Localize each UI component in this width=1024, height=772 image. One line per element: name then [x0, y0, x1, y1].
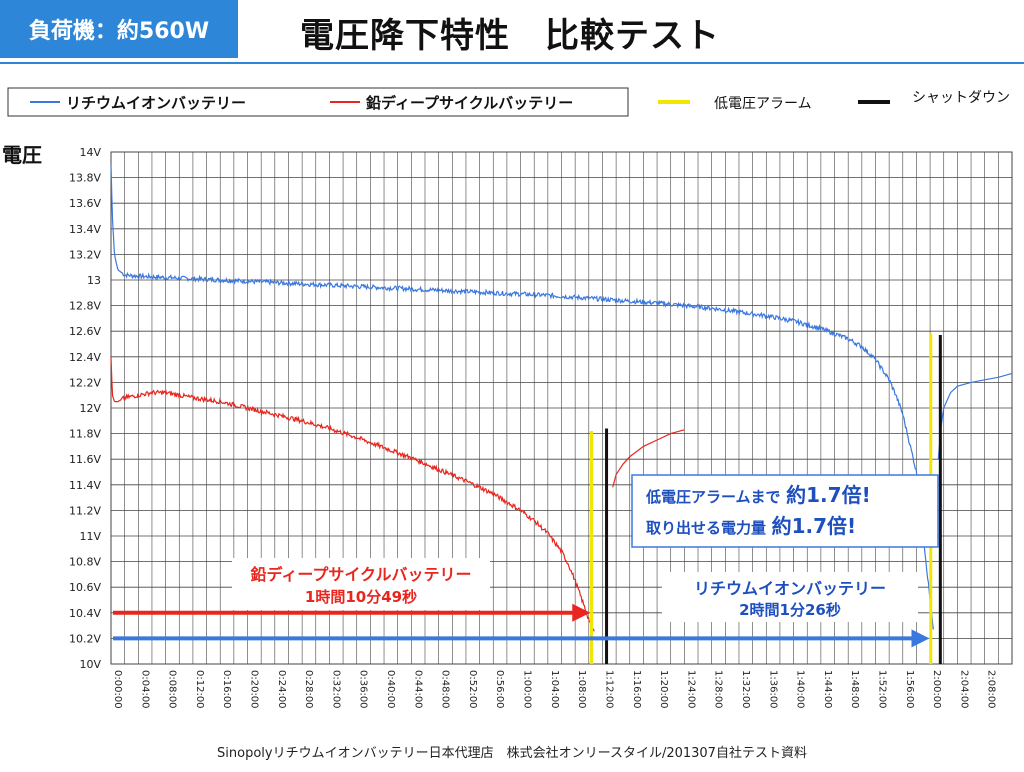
x-tick-label: 1:16:00 [631, 670, 642, 709]
header-divider [0, 62, 1024, 64]
lithium-callout-box [662, 572, 918, 622]
compare-line-1-value: 約1.7倍! [786, 483, 871, 507]
x-tick-label: 0:32:00 [330, 670, 341, 709]
x-tick-label: 1:56:00 [904, 670, 915, 709]
x-tick-label: 0:00:00 [112, 670, 123, 709]
voltage-chart: リチウムイオンバッテリー 鉛ディープサイクルバッテリー 低電圧アラーム シャット… [2, 87, 1013, 709]
y-tick-label: 10.8V [69, 556, 101, 569]
runtime-arrowhead-lead [572, 603, 591, 622]
arrow-layer [113, 603, 930, 648]
x-tick-label: 0:12:00 [194, 670, 205, 709]
y-axis-title: 電圧 [2, 143, 42, 167]
compare-line-2: 取り出せる電力量 約1.7倍! [646, 514, 856, 538]
x-tick-label: 1:20:00 [658, 670, 669, 709]
x-tick-labels: 0:00:00 0:04:00 0:08:00 0:12:00 0:16:00 0:20:… [112, 670, 997, 709]
y-tick-label: 13 [87, 274, 101, 287]
lead-callout-box [232, 558, 490, 610]
lithium-callout-time: 2時間1分26秒 [739, 601, 841, 619]
x-tick-label: 0:40:00 [385, 670, 396, 709]
legend-label-shutdown: シャットダウン [912, 90, 1010, 106]
series-line-lithium [110, 164, 934, 630]
series-recovery-lithium [937, 372, 1013, 460]
y-tick-label: 11.2V [69, 504, 101, 517]
legend-label-lithium: リチウムイオンバッテリー [66, 94, 246, 112]
x-tick-label: 1:28:00 [713, 670, 724, 709]
y-tick-label: 12.4V [69, 351, 101, 364]
x-tick-label: 1:00:00 [522, 670, 533, 709]
x-tick-label: 1:52:00 [876, 670, 887, 709]
compare-line-1-prefix: 低電圧アラームまで [645, 488, 781, 506]
y-tick-label: 11V [79, 530, 101, 543]
x-tick-label: 0:16:00 [221, 670, 232, 709]
x-tick-label: 1:24:00 [685, 670, 696, 709]
y-tick-label: 10V [79, 658, 101, 671]
x-tick-label: 1:08:00 [576, 670, 587, 709]
lithium-callout-label: リチウムイオンバッテリー [694, 579, 886, 598]
y-tick-label: 12.2V [69, 376, 101, 389]
x-tick-label: 1:12:00 [603, 670, 614, 709]
x-tick-label: 1:40:00 [795, 670, 806, 709]
lead-callout-label: 鉛ディープサイクルバッテリー [250, 565, 471, 584]
y-tick-label: 11.8V [69, 428, 101, 441]
x-tick-label: 2:08:00 [986, 670, 997, 709]
y-tick-label: 13.6V [69, 197, 101, 210]
compare-line-2-prefix: 取り出せる電力量 [646, 519, 766, 537]
x-tick-label: 0:24:00 [276, 670, 287, 709]
x-tick-label: 1:44:00 [822, 670, 833, 709]
series-recovery-lead [612, 429, 685, 488]
series-layer [110, 164, 1013, 632]
x-tick-label: 1:04:00 [549, 670, 560, 709]
x-tick-label: 0:28:00 [303, 670, 314, 709]
x-tick-label: 0:20:00 [249, 670, 260, 709]
legend-label-alarm: 低電圧アラーム [714, 96, 812, 112]
y-tick-label: 13.8V [69, 172, 101, 185]
compare-line-2-value: 約1.7倍! [772, 514, 857, 538]
y-tick-label: 12V [79, 402, 101, 415]
x-tick-label: 0:04:00 [139, 670, 150, 709]
x-tick-label: 0:36:00 [358, 670, 369, 709]
y-tick-label: 10.2V [69, 632, 101, 645]
y-tick-labels: 10V 10.2V 10.4V 10.6V 10.8V 11V 11.2V 11.4V 11.6… [69, 146, 101, 671]
y-tick-label: 10.4V [69, 607, 101, 620]
x-tick-label: 0:56:00 [494, 670, 505, 709]
x-tick-label: 0:48:00 [440, 670, 451, 709]
y-tick-label: 12.8V [69, 300, 101, 313]
x-tick-label: 0:52:00 [467, 670, 478, 709]
page-title: 電圧降下特性 比較テスト [300, 16, 720, 56]
y-tick-label: 13.2V [69, 248, 101, 261]
x-tick-label: 0:08:00 [167, 670, 178, 709]
y-tick-label: 11.4V [69, 479, 101, 492]
y-tick-label: 10.6V [69, 581, 101, 594]
y-tick-label: 12.6V [69, 325, 101, 338]
y-tick-label: 11.6V [69, 453, 101, 466]
x-tick-label: 1:36:00 [767, 670, 778, 709]
y-tick-label: 14V [79, 146, 101, 159]
x-tick-label: 2:00:00 [931, 670, 942, 709]
y-tick-label: 13.4V [69, 223, 101, 236]
footer-credit: Sinopolyリチウムイオンバッテリー日本代理店 株式会社オンリースタイル/2… [217, 746, 807, 761]
compare-line-1: 低電圧アラームまで 約1.7倍! [645, 483, 871, 507]
lead-callout-time: 1時間10分49秒 [305, 588, 417, 606]
x-tick-label: 0:44:00 [412, 670, 423, 709]
series-line-lead [110, 356, 595, 632]
legend-label-lead: 鉛ディープサイクルバッテリー [366, 94, 573, 112]
x-tick-label: 1:32:00 [740, 670, 751, 709]
compare-box [631, 474, 939, 548]
runtime-arrowhead-lithium [911, 629, 930, 648]
legend-box [7, 87, 629, 117]
load-badge: 負荷機：約560W [0, 0, 238, 58]
x-tick-label: 1:48:00 [849, 670, 860, 709]
x-tick-label: 2:04:00 [958, 670, 969, 709]
